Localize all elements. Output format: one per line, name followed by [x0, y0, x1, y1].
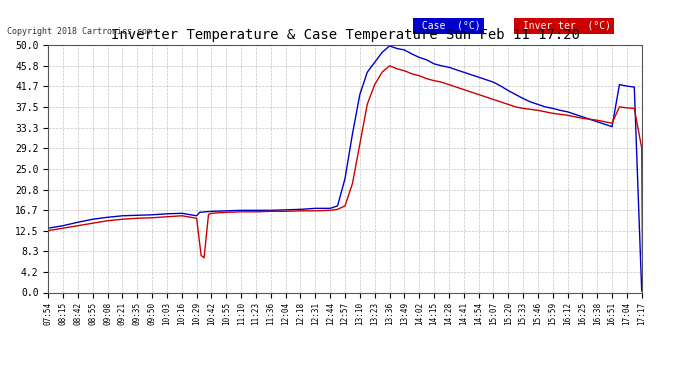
Title: Inverter Temperature & Case Temperature Sun Feb 11 17:20: Inverter Temperature & Case Temperature …: [110, 28, 580, 42]
Text: Inver ter  (°C): Inver ter (°C): [517, 21, 611, 31]
Text: Case  (°C): Case (°C): [416, 21, 481, 31]
Text: Copyright 2018 Cartronics.com: Copyright 2018 Cartronics.com: [7, 27, 152, 36]
